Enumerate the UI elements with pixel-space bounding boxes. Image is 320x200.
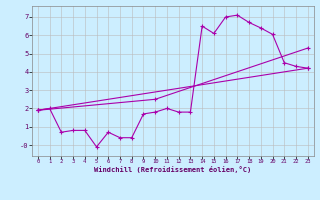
X-axis label: Windchill (Refroidissement éolien,°C): Windchill (Refroidissement éolien,°C) <box>94 166 252 173</box>
